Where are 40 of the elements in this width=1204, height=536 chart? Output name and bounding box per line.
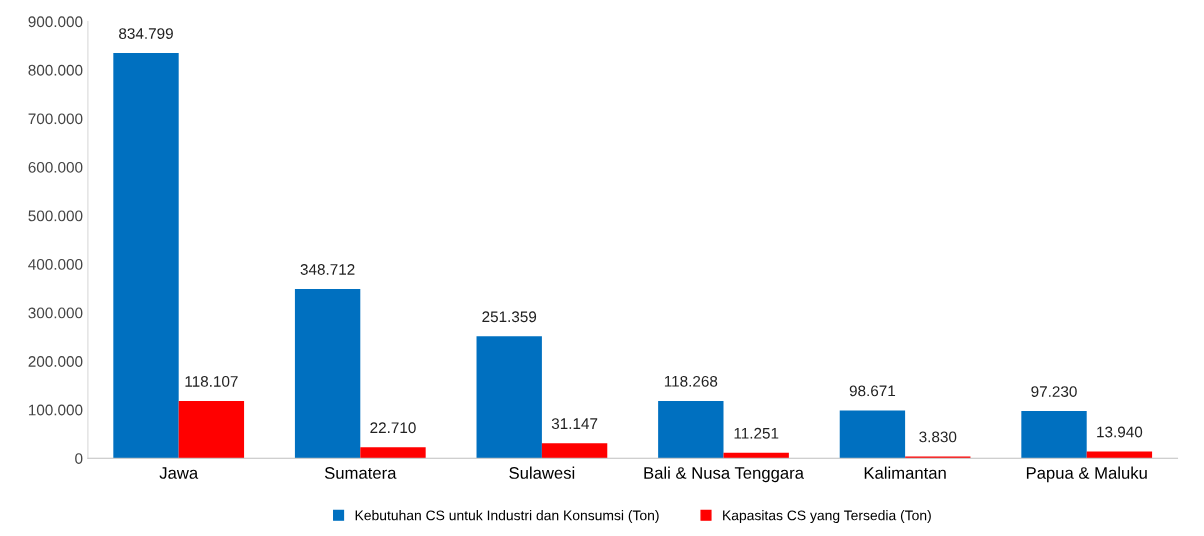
y-tick-label: 600.000	[28, 161, 83, 173]
data-label: 31.147	[551, 418, 598, 430]
bar	[541, 443, 608, 459]
y-tick-label: 700.000	[28, 113, 83, 125]
y-tick-label: 100.000	[28, 404, 83, 416]
y-tick-label: 800.000	[28, 64, 83, 76]
bar	[294, 289, 361, 459]
bar	[658, 400, 724, 459]
y-tick-label: 500.000	[28, 210, 83, 222]
legend-label: Kebutuhan CS untuk Industri dan Konsumsi (Ton)	[355, 510, 659, 524]
data-label: 251.359	[482, 311, 537, 323]
data-label: 98.671	[849, 385, 896, 397]
data-label: 13.940	[1097, 426, 1143, 438]
x-tick-label: Kalimantan	[864, 466, 946, 479]
x-tick-label: Bali & Nusa Tenggara	[644, 466, 804, 483]
y-tick-label: 0	[75, 453, 83, 464]
data-label: 118.268	[664, 375, 718, 387]
bar	[476, 336, 542, 459]
data-label: 97.230	[1031, 386, 1077, 397]
y-tick-label: 200.000	[28, 356, 83, 367]
y-tick-label: 400.000	[28, 259, 83, 270]
data-label: 22.710	[370, 422, 416, 434]
data-label: 118.107	[185, 376, 238, 387]
bar	[1021, 411, 1087, 459]
data-label: 11.251	[734, 427, 779, 439]
y-tick-label: 900.000	[28, 16, 83, 28]
data-label: 348.712	[300, 264, 355, 275]
data-label: 834.799	[119, 28, 173, 39]
bar	[113, 53, 179, 459]
data-label: 3.830	[919, 431, 957, 443]
x-tick-label: Sulawesi	[509, 466, 575, 479]
x-tick-label: Sumatera	[324, 467, 397, 479]
y-tick-label: 300.000	[28, 307, 83, 319]
bar	[839, 410, 906, 459]
bar	[723, 452, 789, 459]
bar	[360, 447, 426, 459]
x-tick-label: Papua & Maluku	[1026, 466, 1147, 483]
x-tick-label: Jawa	[159, 467, 199, 479]
bar	[178, 400, 245, 459]
legend-label: Kapasitas CS yang Tersedia (Ton)	[723, 510, 931, 524]
